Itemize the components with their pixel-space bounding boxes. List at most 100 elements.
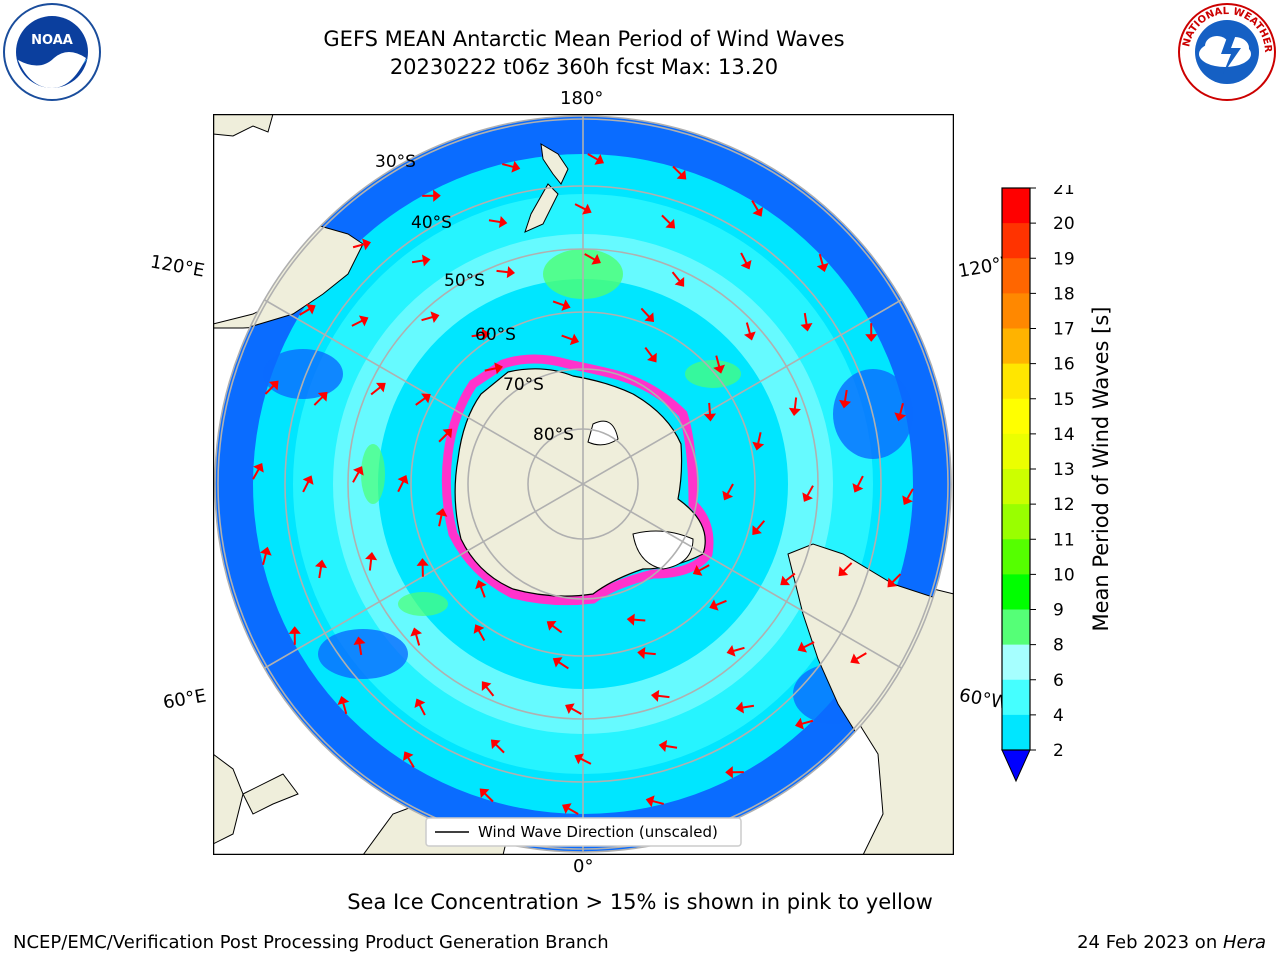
wave-arrow-head xyxy=(647,352,657,363)
wave-arrow xyxy=(574,203,587,211)
polar-map: 30°S 40°S 50°S 60°S 70°S 80°S Wind Wave … xyxy=(213,114,954,855)
wave-arrow-head xyxy=(743,331,756,341)
wave-arrow xyxy=(418,703,426,716)
wave-arrow-head xyxy=(362,238,372,251)
colorbar-tick-label: 10 xyxy=(1053,565,1075,585)
wave-arrow-head xyxy=(421,393,431,404)
wave-arrow-head xyxy=(317,391,328,402)
wave-arrow xyxy=(570,707,582,715)
colorbar-tick-label: 9 xyxy=(1053,601,1064,621)
wave-arrow-head xyxy=(674,276,685,287)
colorbar-segment xyxy=(1002,679,1030,716)
colorbar-segment xyxy=(1002,223,1030,259)
wave-arrow xyxy=(342,702,348,715)
wave-arrow-head xyxy=(887,577,898,588)
nws-logo: NATIONAL WEATHER SERVICE xyxy=(1177,2,1276,101)
wave-arrow xyxy=(891,573,902,584)
colorbar-segment xyxy=(1002,469,1030,505)
wave-arrow-head xyxy=(626,613,635,626)
wave-arrow-head xyxy=(725,766,733,779)
wave-arrow xyxy=(657,694,670,699)
wave-arrow-head xyxy=(475,579,487,590)
wave-arrow-head xyxy=(561,299,571,311)
caption: Sea Ice Concentration > 15% is shown in … xyxy=(347,890,933,914)
wave-arrow xyxy=(351,319,364,327)
wave-arrow xyxy=(471,333,484,338)
wave-arrow xyxy=(755,520,766,531)
colorbar-segment xyxy=(1002,644,1030,681)
wave-arrow-head xyxy=(494,362,503,375)
wave-arrow xyxy=(561,334,574,341)
chart-subtitle: 20230222 t06z 360h fcst Max: 13.20 xyxy=(389,55,779,79)
wave-arrow xyxy=(496,269,509,274)
wave-arrow-head xyxy=(353,466,364,476)
wave-arrow-head xyxy=(752,207,763,217)
wave-arrow-head xyxy=(353,636,366,646)
wave-arrow xyxy=(584,253,596,261)
colorbar-tick-label: 14 xyxy=(1053,425,1075,445)
wave-arrow-head xyxy=(410,627,423,637)
wave-arrow-head xyxy=(574,753,584,765)
wave-arrow-head xyxy=(816,263,829,273)
wave-arrow xyxy=(741,704,755,709)
colorbar-segment xyxy=(1002,574,1030,610)
wave-arrow-head xyxy=(481,681,492,692)
wave-arrow-head xyxy=(302,475,314,485)
wave-arrow xyxy=(644,346,654,358)
wave-arrow-head xyxy=(902,495,913,506)
colorbar-segment xyxy=(1002,433,1030,470)
lon-label-120e: 120°E xyxy=(148,251,207,282)
wave-arrow xyxy=(906,488,914,500)
wave-arrow-head xyxy=(740,259,752,270)
wave-arrow-head xyxy=(498,215,508,228)
wave-arrow xyxy=(352,471,360,483)
wave-arrow-head xyxy=(591,254,601,265)
wave-arrow xyxy=(856,475,864,488)
wave-arrow-head xyxy=(473,624,485,634)
colorbar-segment xyxy=(1002,539,1030,575)
colorbar-tick-label: 13 xyxy=(1053,460,1075,480)
colorbar-tick-label: 4 xyxy=(1053,706,1064,726)
wave-arrow xyxy=(414,633,421,646)
wave-arrow-head xyxy=(416,558,429,566)
wave-arrow-head xyxy=(852,483,864,493)
wave-arrow xyxy=(483,792,494,803)
wave-arrow xyxy=(818,253,824,266)
wave-arrow-head xyxy=(802,492,813,502)
wave-arrow-head xyxy=(442,428,453,439)
wave-arrow xyxy=(732,646,745,653)
colorbar-tick-label: 15 xyxy=(1053,390,1075,410)
wave-arrow-head xyxy=(726,644,736,657)
wave-arrow-head xyxy=(752,525,762,535)
wave-arrow xyxy=(352,243,365,249)
wave-arrow-head xyxy=(397,475,409,485)
wave-arrow-head xyxy=(894,412,907,422)
wave-arrow xyxy=(806,485,814,497)
wave-arrow-head xyxy=(637,646,646,660)
wave-arrow xyxy=(715,355,721,368)
wave-arrow xyxy=(803,312,808,326)
colorbar-tick-label: 8 xyxy=(1053,636,1064,656)
wave-arrow-head xyxy=(713,364,726,374)
wave-arrow-head xyxy=(546,621,557,631)
colorbar-segment xyxy=(1002,398,1030,435)
wave-arrow-head xyxy=(430,311,440,324)
wave-arrow-head xyxy=(259,546,272,556)
wave-arrow-head xyxy=(561,803,572,814)
wave-arrow xyxy=(640,307,651,318)
wave-arrow xyxy=(551,624,563,634)
wave-arrow xyxy=(843,389,848,402)
map-legend: Wind Wave Direction (unscaled) xyxy=(425,817,742,847)
wave-arrow xyxy=(438,432,449,443)
wave-arrow xyxy=(477,629,486,641)
wave-arrow-head xyxy=(414,698,426,709)
colorbar-tick-label: 6 xyxy=(1053,671,1064,691)
wave-arrow xyxy=(313,395,324,406)
wave-arrow-head xyxy=(703,413,717,422)
colorbar-segment xyxy=(1002,504,1030,540)
wave-arrow xyxy=(411,259,425,264)
chart-title: GEFS MEAN Antarctic Mean Period of Wind … xyxy=(323,27,845,51)
wave-arrow-head xyxy=(365,551,378,561)
wave-arrow-head xyxy=(722,490,734,501)
wave-arrow xyxy=(262,552,268,565)
